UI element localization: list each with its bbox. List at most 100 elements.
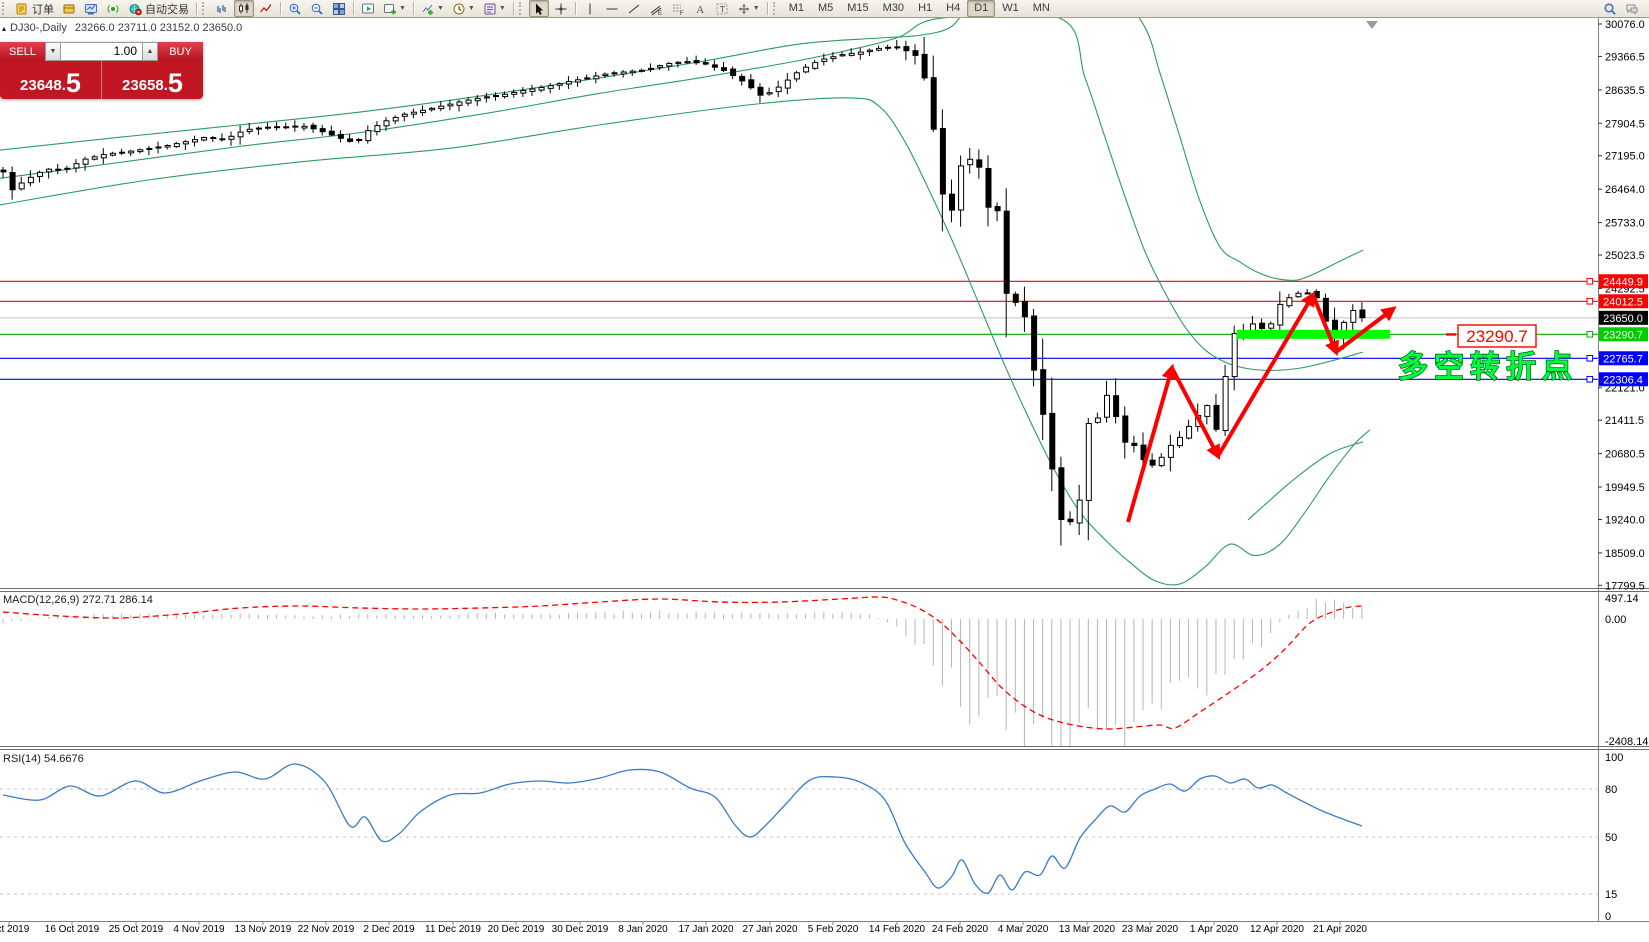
community-chat-button[interactable]: [1622, 0, 1642, 17]
bar-chart-button[interactable]: [212, 0, 232, 17]
date-label: 24 Feb 2020: [931, 924, 989, 935]
macd-tick-label: 0.00: [1605, 614, 1626, 626]
date-label: 11 Dec 2019: [425, 924, 481, 935]
svg-text:23290.7: 23290.7: [1603, 329, 1643, 341]
chart-header: ▴ DJ30-,Daily 23266.0 23711.0 23152.0 23…: [2, 22, 242, 34]
macd-tick-label: 497.14: [1605, 593, 1639, 605]
dropdown-arrow-icon[interactable]: ▼: [399, 5, 406, 12]
timeframe-d1-button[interactable]: D1: [967, 0, 996, 17]
price-tick-label: 27904.5: [1605, 118, 1645, 130]
trend-arrow-segment: [1311, 294, 1340, 357]
cursor-tool[interactable]: [528, 0, 549, 17]
timeframe-h1-button[interactable]: H1: [918, 2, 933, 14]
volume-increase-button[interactable]: ▲: [142, 42, 158, 61]
date-label: 21 Apr 2020: [1313, 924, 1367, 935]
date-label: 4 Nov 2019: [173, 924, 225, 935]
price-annotation-text: 23290.7: [1466, 327, 1527, 346]
date-label: 14 Feb 2020: [868, 924, 926, 935]
date-label: 16 Oct 2019: [44, 924, 100, 935]
svg-text:23650.0: 23650.0: [1603, 313, 1643, 325]
buy-price[interactable]: 23658. 5: [122, 68, 183, 98]
collapse-trading-panel-arrow[interactable]: ▴: [2, 23, 7, 33]
date-label: 12 Apr 2020: [1250, 924, 1304, 935]
timeframe-m30-button[interactable]: M30: [882, 2, 905, 14]
line-chart-button[interactable]: [256, 0, 276, 17]
date-label: 13 Nov 2019: [234, 924, 292, 935]
vertical-line-tool[interactable]: [580, 0, 600, 17]
text-tool[interactable]: A: [690, 0, 710, 17]
date-label: Oct 2019: [0, 924, 30, 935]
chat-icon: [1626, 4, 1638, 15]
playwin-icon: [362, 3, 374, 13]
autotrade-icon: [129, 3, 142, 15]
chart-ohlc-values: 23266.0 23711.0 23152.0 23650.0: [74, 22, 243, 34]
timeframe-m15-button[interactable]: M15: [847, 2, 869, 14]
profiles-button[interactable]: [81, 0, 101, 17]
toolbar-grip[interactable]: [2, 2, 9, 15]
strategy-tester-button[interactable]: [358, 0, 378, 17]
arrows-tool[interactable]: ▼: [734, 0, 763, 17]
zoom-in-button[interactable]: [285, 0, 305, 17]
volume-decrease-button[interactable]: ▼: [45, 42, 61, 61]
price-tick-label: 19240.0: [1605, 514, 1645, 526]
rsi-tick-label: 50: [1605, 832, 1617, 844]
signals-button[interactable]: [103, 0, 123, 17]
zoom-out-button[interactable]: [307, 0, 327, 17]
toolbar-grip[interactable]: [202, 2, 209, 15]
bars-icon: [217, 4, 226, 13]
time-axis: Oct 2019 16 Oct 2019 25 Oct 2019 4 Nov 2019…: [0, 924, 1649, 942]
timeframe-m5-button[interactable]: M5: [817, 2, 834, 14]
timeframe-m1-button[interactable]: M1: [788, 2, 804, 14]
add-indicator-button[interactable]: ▼: [418, 0, 447, 17]
fibonacci-tool[interactable]: F: [668, 0, 688, 17]
horizontal-line-tool[interactable]: [602, 0, 622, 17]
templates-button[interactable]: ▼: [480, 0, 509, 17]
date-label: 27 Jan 2020: [742, 924, 798, 935]
timeframe-h4-button[interactable]: H4: [946, 2, 961, 14]
volume-input[interactable]: 1.00: [61, 42, 142, 61]
price-tick-label: 21411.5: [1605, 415, 1644, 427]
sell-button[interactable]: SELL: [0, 42, 45, 61]
symbol-search-button[interactable]: [1600, 0, 1620, 17]
toolbar-separator: [196, 2, 197, 15]
new-order-button[interactable]: 订单: [12, 0, 57, 17]
level-handle: [1586, 330, 1594, 338]
periods-button[interactable]: ▼: [449, 0, 478, 17]
level-tag-22765.7: [1599, 351, 1648, 366]
level-tag-24449.9: [1599, 274, 1648, 289]
autotrading-button[interactable]: 自动交易: [125, 0, 192, 17]
text-label-tool[interactable]: T: [712, 0, 732, 17]
trendline-tool[interactable]: [624, 0, 644, 17]
timeframe-mn-button[interactable]: MN: [1032, 2, 1050, 14]
dropdown-arrow-icon[interactable]: ▼: [467, 5, 475, 12]
equidistant-channel-tool[interactable]: E: [646, 0, 666, 17]
indplus-icon: [422, 4, 433, 15]
crosshair-tool[interactable]: [551, 0, 571, 17]
dropdown-arrow-icon[interactable]: ▼: [752, 5, 760, 12]
tiles-icon: [333, 2, 345, 15]
toolbar-grip[interactable]: [772, 2, 780, 15]
new-chart-button[interactable]: ▼: [380, 0, 409, 17]
tile-windows-button[interactable]: [329, 0, 349, 17]
dropdown-arrow-icon[interactable]: ▼: [498, 5, 506, 12]
price-tick-label: 19949.5: [1605, 482, 1645, 494]
svg-text:22765.7: 22765.7: [1603, 353, 1643, 365]
buy-button[interactable]: BUY: [158, 42, 203, 61]
date-label: 2 Dec 2019: [363, 924, 415, 935]
toolbar-separator: [412, 2, 414, 15]
band-lower: [0, 97, 1371, 586]
price-tick-label: 26464.0: [1605, 184, 1645, 196]
candlestick-chart-button[interactable]: [234, 0, 254, 17]
timeframe-w1-button[interactable]: W1: [1002, 2, 1019, 14]
level-tag-22306.4: [1599, 372, 1648, 387]
svg-text:24012.5: 24012.5: [1603, 296, 1643, 308]
journal-button[interactable]: [59, 0, 79, 17]
sell-price[interactable]: 23648. 5: [0, 61, 102, 99]
dropdown-arrow-icon[interactable]: ▼: [436, 5, 444, 12]
toolbar-separator: [766, 2, 768, 15]
date-label: 5 Feb 2020: [807, 924, 859, 935]
labelT-icon: T: [716, 3, 728, 14]
date-label: 4 Mar 2020: [997, 924, 1049, 935]
toolbar-grip[interactable]: [518, 2, 526, 15]
